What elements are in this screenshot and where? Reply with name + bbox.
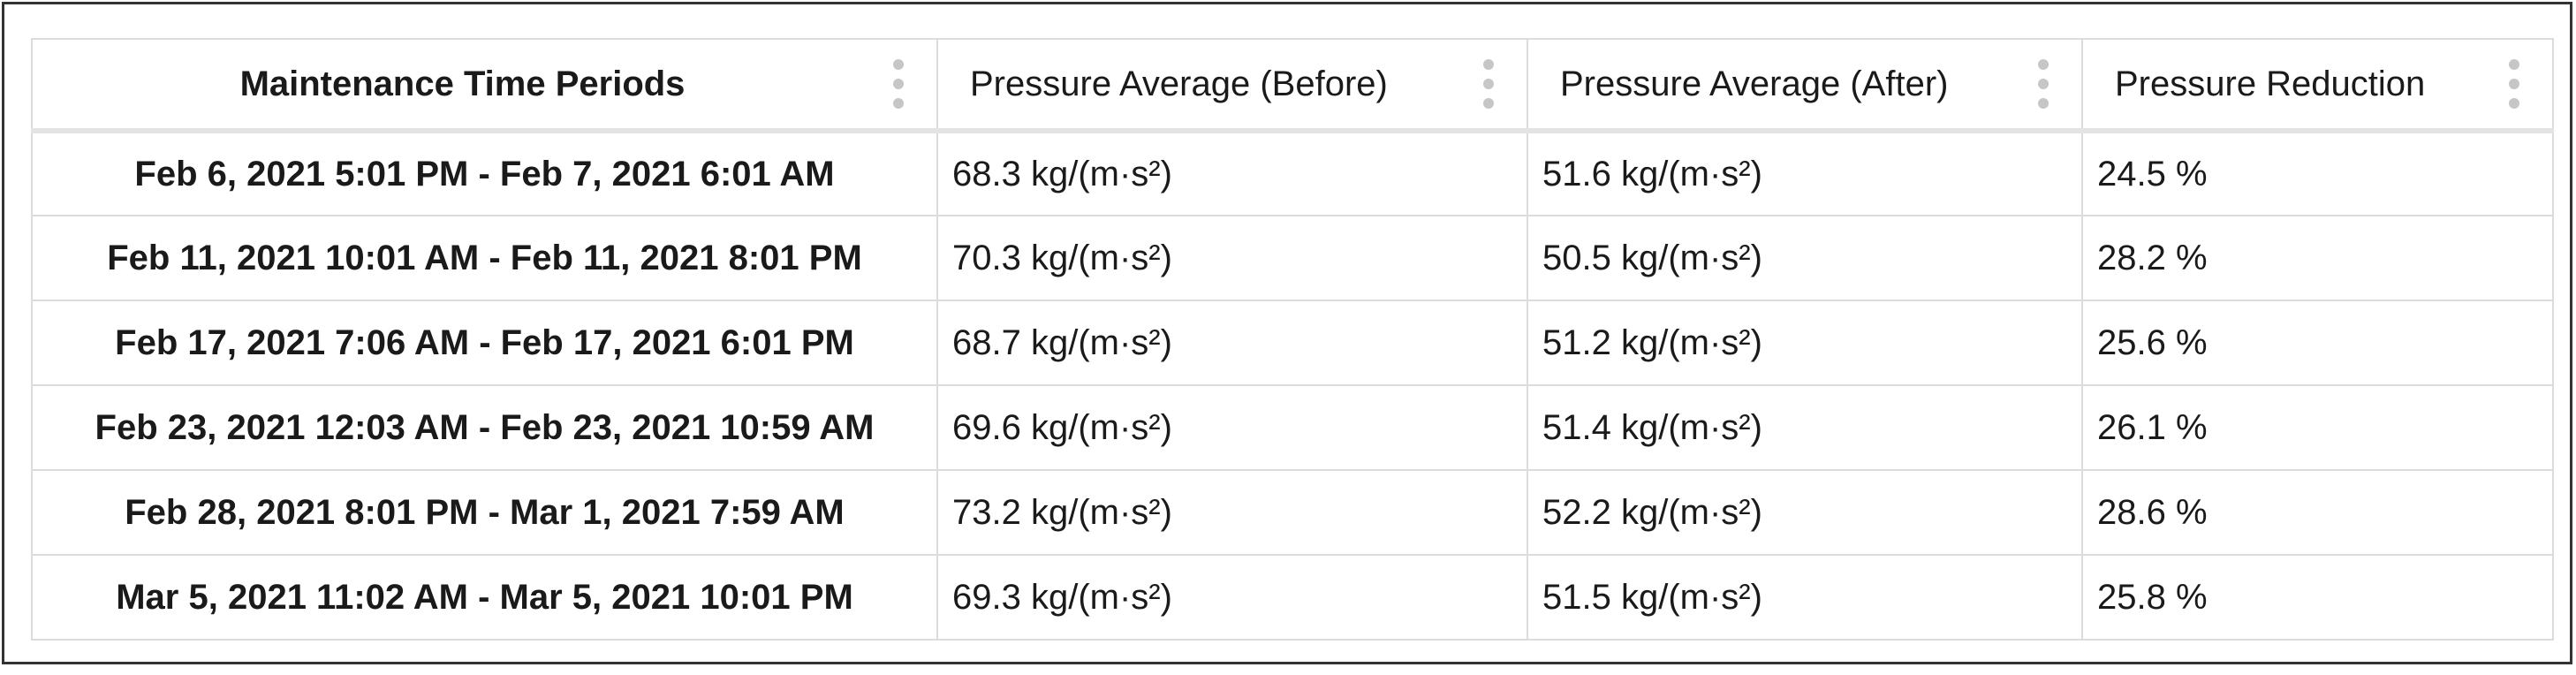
column-header-label: Pressure Average (After) <box>1560 64 1949 103</box>
cell-period: Feb 6, 2021 5:01 PM - Feb 7, 2021 6:01 A… <box>31 130 938 216</box>
cell-period: Feb 17, 2021 7:06 AM - Feb 17, 2021 6:01… <box>31 300 938 386</box>
table-row: Mar 5, 2021 11:02 AM - Mar 5, 2021 10:01… <box>31 554 2554 641</box>
cell-pressure-reduction: 26.1 % <box>2081 384 2554 471</box>
cell-pressure-after: 51.4 kg/(m·s²) <box>1527 384 2083 471</box>
cell-pressure-reduction: 28.2 % <box>2081 215 2554 301</box>
maintenance-table: Maintenance Time Periods Pressure Averag… <box>31 38 2554 641</box>
cell-pressure-before: 73.2 kg/(m·s²) <box>936 469 1528 556</box>
cell-pressure-reduction: 25.6 % <box>2081 300 2554 386</box>
cell-pressure-reduction: 28.6 % <box>2081 469 2554 556</box>
cell-period: Feb 23, 2021 12:03 AM - Feb 23, 2021 10:… <box>31 384 938 471</box>
column-header-label: Pressure Average (Before) <box>970 64 1388 103</box>
cell-pressure-after: 51.2 kg/(m·s²) <box>1527 300 2083 386</box>
column-header-label: Pressure Reduction <box>2115 64 2426 103</box>
column-header-pressure-before[interactable]: Pressure Average (Before) <box>936 38 1528 133</box>
kebab-menu-icon[interactable] <box>1482 59 1495 109</box>
kebab-menu-icon[interactable] <box>2037 59 2049 109</box>
kebab-menu-icon[interactable] <box>2508 59 2520 109</box>
header-row: Maintenance Time Periods Pressure Averag… <box>31 38 2554 133</box>
cell-pressure-after: 52.2 kg/(m·s²) <box>1527 469 2083 556</box>
table-row: Feb 23, 2021 12:03 AM - Feb 23, 2021 10:… <box>31 384 2554 471</box>
cell-period: Feb 28, 2021 8:01 PM - Mar 1, 2021 7:59 … <box>31 469 938 556</box>
table-row: Feb 17, 2021 7:06 AM - Feb 17, 2021 6:01… <box>31 300 2554 386</box>
table-row: Feb 6, 2021 5:01 PM - Feb 7, 2021 6:01 A… <box>31 130 2554 216</box>
cell-pressure-before: 68.3 kg/(m·s²) <box>936 130 1528 216</box>
table-panel: Maintenance Time Periods Pressure Averag… <box>2 2 2572 664</box>
table-row: Feb 11, 2021 10:01 AM - Feb 11, 2021 8:0… <box>31 215 2554 301</box>
cell-pressure-after: 51.5 kg/(m·s²) <box>1527 554 2083 641</box>
cell-pressure-after: 50.5 kg/(m·s²) <box>1527 215 2083 301</box>
cell-pressure-reduction: 24.5 % <box>2081 130 2554 216</box>
column-header-pressure-after[interactable]: Pressure Average (After) <box>1527 38 2083 133</box>
column-header-maintenance-periods[interactable]: Maintenance Time Periods <box>31 38 938 133</box>
table-row: Feb 28, 2021 8:01 PM - Mar 1, 2021 7:59 … <box>31 469 2554 556</box>
column-header-label: Maintenance Time Periods <box>239 64 686 103</box>
cell-pressure-before: 70.3 kg/(m·s²) <box>936 215 1528 301</box>
cell-pressure-before: 68.7 kg/(m·s²) <box>936 300 1528 386</box>
cell-pressure-before: 69.6 kg/(m·s²) <box>936 384 1528 471</box>
cell-period: Mar 5, 2021 11:02 AM - Mar 5, 2021 10:01… <box>31 554 938 641</box>
cell-pressure-reduction: 25.8 % <box>2081 554 2554 641</box>
cell-pressure-after: 51.6 kg/(m·s²) <box>1527 130 2083 216</box>
cell-period: Feb 11, 2021 10:01 AM - Feb 11, 2021 8:0… <box>31 215 938 301</box>
kebab-menu-icon[interactable] <box>892 59 905 109</box>
column-header-pressure-reduction[interactable]: Pressure Reduction <box>2081 38 2554 133</box>
cell-pressure-before: 69.3 kg/(m·s²) <box>936 554 1528 641</box>
